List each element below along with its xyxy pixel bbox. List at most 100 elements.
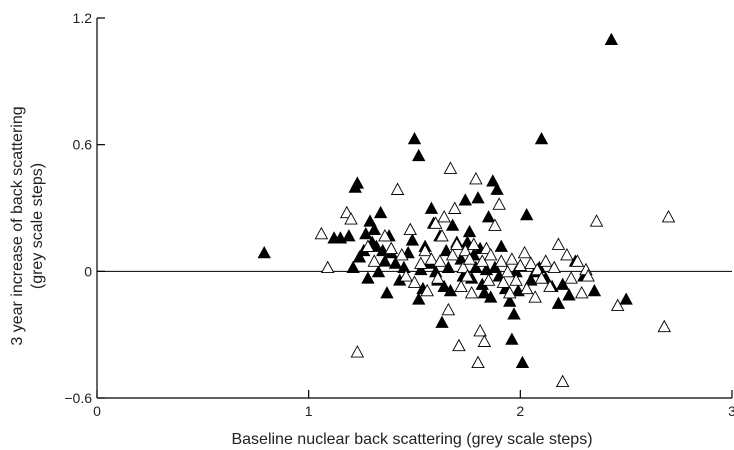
open-triangle-point xyxy=(500,264,515,278)
filled-triangle-point xyxy=(562,288,576,301)
open-triangle-point xyxy=(538,254,553,267)
filled-triangle-point xyxy=(488,260,502,274)
open-triangle-point xyxy=(320,260,335,274)
filled-triangle-point xyxy=(414,262,428,276)
filled-triangle-point xyxy=(407,131,422,145)
filled-triangle-point xyxy=(352,250,367,263)
open-triangle-point xyxy=(462,252,477,265)
filled-triangle-point xyxy=(361,271,375,284)
open-triangle-point xyxy=(390,182,405,195)
filled-triangle-point xyxy=(469,260,483,274)
y-axis-title-line2: (grey scale steps) xyxy=(29,163,46,289)
y-tick-label: 0.6 xyxy=(73,137,93,153)
open-triangle-point xyxy=(589,214,604,227)
open-triangle-point xyxy=(502,286,517,299)
axes xyxy=(96,18,732,399)
filled-triangle-point xyxy=(342,229,356,242)
open-triangle-point xyxy=(494,254,509,267)
open-triangle-point xyxy=(428,216,443,229)
open-triangle-point xyxy=(488,218,502,231)
open-triangle-point xyxy=(435,229,449,242)
filled-triangle-point xyxy=(397,260,411,274)
open-triangle-point xyxy=(471,355,485,369)
open-triangle-point xyxy=(477,334,492,347)
open-triangle-point xyxy=(492,197,506,210)
filled-triangle-point xyxy=(524,273,538,286)
open-triangle-point xyxy=(344,212,358,225)
open-triangle-point xyxy=(543,279,557,293)
filled-triangle-point xyxy=(373,205,388,219)
open-triangle-point xyxy=(447,201,462,214)
filled-triangle-point xyxy=(503,294,517,307)
open-triangle-point xyxy=(361,239,375,252)
open-triangle-point xyxy=(367,254,382,267)
filled-triangle-point xyxy=(604,32,619,46)
filled-triangle-point xyxy=(551,296,566,309)
open-triangle-point xyxy=(395,248,409,261)
open-triangle-point xyxy=(496,275,511,288)
open-triangle-point xyxy=(513,258,528,271)
open-triangle-point xyxy=(458,243,473,257)
open-triangle-point xyxy=(574,286,589,299)
open-triangle-point xyxy=(350,345,365,358)
x-tick-label: 1 xyxy=(305,403,313,419)
filled-triangle-point xyxy=(505,332,519,345)
filled-triangle-point xyxy=(587,283,602,297)
y-axis-title-line1: 3 year increase of back scattering xyxy=(9,106,26,345)
filled-triangle-point xyxy=(350,176,365,189)
open-triangle-point xyxy=(570,254,585,267)
filled-triangle-point xyxy=(490,182,504,195)
filled-triangle-point xyxy=(471,191,485,204)
open-triangle-point xyxy=(414,256,428,269)
filled-triangle-point xyxy=(363,214,377,227)
filled-triangle-point xyxy=(367,222,381,236)
x-tick-label: 2 xyxy=(516,403,524,419)
open-triangle-point xyxy=(452,338,466,352)
filled-triangle-point xyxy=(424,201,439,214)
open-triangle-point xyxy=(403,222,418,236)
filled-triangle-point xyxy=(458,193,472,206)
ticks: 0 1 2 3−0.600.61.2 xyxy=(64,10,734,419)
open-triangle-point xyxy=(481,273,496,286)
y-tick-label: 0 xyxy=(84,263,92,279)
open-triangle-point xyxy=(441,302,456,316)
data-points xyxy=(257,32,676,388)
open-triangle-point xyxy=(610,298,625,312)
open-triangle-point xyxy=(483,248,498,261)
open-triangle-point xyxy=(454,279,468,293)
filled-triangle-point xyxy=(555,277,570,290)
filled-triangle-point xyxy=(515,355,530,369)
filled-triangle-point xyxy=(494,239,508,252)
open-triangle-point xyxy=(581,269,595,282)
open-triangle-point xyxy=(378,229,392,242)
open-triangle-point xyxy=(443,161,458,174)
filled-triangle-point xyxy=(481,210,496,223)
open-triangle-point xyxy=(418,243,432,257)
open-triangle-point xyxy=(424,252,439,265)
open-triangle-point xyxy=(564,271,578,284)
y-tick-label: −0.6 xyxy=(64,390,92,406)
open-triangle-point xyxy=(524,256,538,269)
filled-triangle-point xyxy=(437,279,451,293)
open-triangle-point xyxy=(420,283,434,297)
open-triangle-point xyxy=(528,290,542,303)
open-triangle-point xyxy=(433,254,447,267)
open-triangle-point xyxy=(547,260,561,274)
open-triangle-point xyxy=(517,245,532,259)
open-triangle-point xyxy=(473,324,487,337)
open-triangle-point xyxy=(505,252,519,265)
open-triangle-point xyxy=(460,269,475,282)
filled-triangle-point xyxy=(619,292,633,305)
x-tick-label: 3 xyxy=(728,403,734,419)
open-triangle-point xyxy=(437,210,451,223)
x-tick-label: 0 xyxy=(93,403,101,419)
filled-triangle-point xyxy=(412,292,426,305)
open-triangle-point xyxy=(509,273,523,286)
filled-triangle-point xyxy=(412,148,426,162)
filled-triangle-point xyxy=(486,174,500,187)
filled-triangle-point xyxy=(484,290,498,303)
filled-triangle-point xyxy=(439,243,453,257)
filled-triangle-point xyxy=(445,218,460,231)
y-tick-label: 1.2 xyxy=(73,10,93,26)
